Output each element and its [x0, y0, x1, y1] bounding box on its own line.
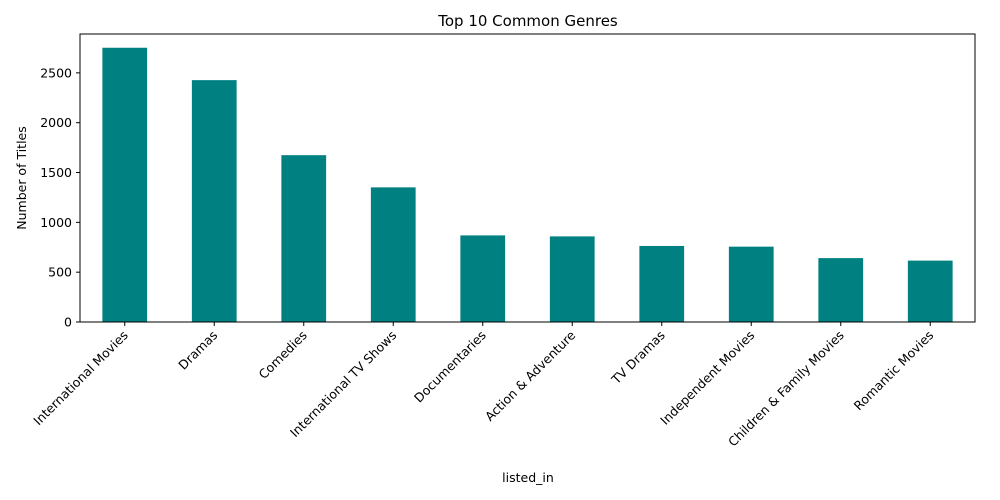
bar	[191, 80, 237, 322]
y-tick-label: 2500	[40, 65, 72, 80]
bar	[460, 235, 506, 322]
x-axis-label: listed_in	[502, 470, 554, 485]
bar	[728, 246, 774, 322]
y-tick-label: 2000	[40, 115, 72, 130]
x-tick-label: International TV Shows	[287, 328, 400, 441]
x-tick-label: Independent Movies	[657, 328, 757, 428]
x-tick-label: Comedies	[256, 328, 310, 382]
y-axis-label: Number of Titles	[14, 126, 29, 230]
bar	[907, 260, 953, 322]
bars-group	[102, 47, 953, 322]
y-axis: 0 500 1000 1500 2000 2500	[40, 65, 80, 330]
x-tick-label: Action & Adventure	[482, 327, 579, 424]
x-tick-label: Romantic Movies	[851, 328, 937, 414]
chart-title: Top 10 Common Genres	[437, 12, 618, 30]
bar	[639, 245, 685, 322]
x-axis: International Movies Dramas ComediesIntern…	[30, 322, 936, 449]
bar	[549, 236, 595, 322]
y-tick-label: 500	[48, 265, 72, 280]
bar	[370, 187, 416, 322]
bar	[102, 47, 148, 322]
plot-frame	[79, 33, 976, 323]
bar	[281, 155, 327, 322]
x-tick-label: International Movies	[30, 328, 131, 429]
bar	[818, 258, 864, 322]
x-tick-label: Dramas	[175, 328, 220, 373]
y-tick-label: 0	[64, 315, 72, 330]
x-tick-label: TV Dramas	[608, 328, 668, 388]
y-tick-label: 1500	[40, 165, 72, 180]
y-tick-label: 1000	[40, 215, 72, 230]
x-tick-label: Documentaries	[411, 328, 489, 406]
